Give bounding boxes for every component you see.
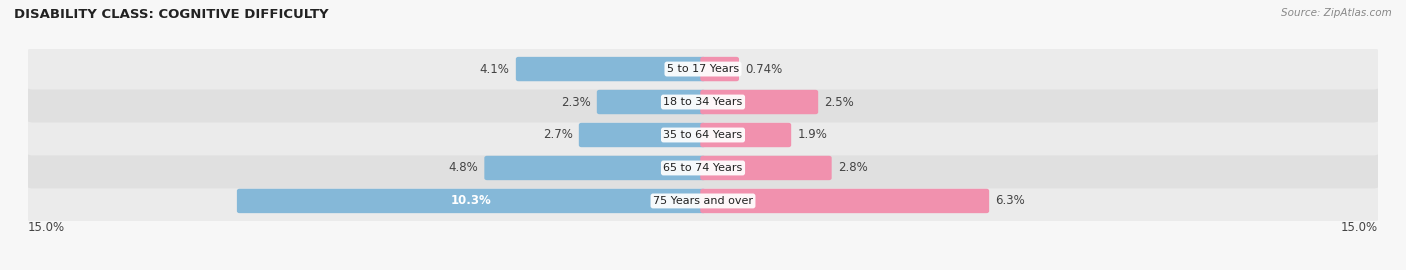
FancyBboxPatch shape: [700, 189, 990, 213]
Text: 15.0%: 15.0%: [28, 221, 65, 234]
Text: 5 to 17 Years: 5 to 17 Years: [666, 64, 740, 74]
FancyBboxPatch shape: [25, 181, 1381, 221]
Text: 2.5%: 2.5%: [824, 96, 855, 109]
Text: 1.9%: 1.9%: [797, 129, 827, 141]
Text: 15.0%: 15.0%: [1341, 221, 1378, 234]
Text: 4.1%: 4.1%: [479, 63, 509, 76]
FancyBboxPatch shape: [516, 57, 706, 81]
FancyBboxPatch shape: [236, 189, 706, 213]
Text: 2.3%: 2.3%: [561, 96, 591, 109]
Text: 2.7%: 2.7%: [543, 129, 572, 141]
Text: 0.74%: 0.74%: [745, 63, 783, 76]
FancyBboxPatch shape: [596, 90, 706, 114]
Text: 35 to 64 Years: 35 to 64 Years: [664, 130, 742, 140]
Text: 4.8%: 4.8%: [449, 161, 478, 174]
FancyBboxPatch shape: [700, 57, 740, 81]
Text: 2.8%: 2.8%: [838, 161, 868, 174]
FancyBboxPatch shape: [700, 90, 818, 114]
Text: 18 to 34 Years: 18 to 34 Years: [664, 97, 742, 107]
FancyBboxPatch shape: [579, 123, 706, 147]
FancyBboxPatch shape: [700, 123, 792, 147]
FancyBboxPatch shape: [25, 147, 1381, 188]
Text: DISABILITY CLASS: COGNITIVE DIFFICULTY: DISABILITY CLASS: COGNITIVE DIFFICULTY: [14, 8, 329, 21]
FancyBboxPatch shape: [484, 156, 706, 180]
Text: 75 Years and over: 75 Years and over: [652, 196, 754, 206]
Text: 10.3%: 10.3%: [451, 194, 492, 207]
FancyBboxPatch shape: [700, 156, 832, 180]
Legend: Male, Female: Male, Female: [634, 266, 772, 270]
Text: Source: ZipAtlas.com: Source: ZipAtlas.com: [1281, 8, 1392, 18]
Text: 6.3%: 6.3%: [995, 194, 1025, 207]
FancyBboxPatch shape: [25, 49, 1381, 89]
FancyBboxPatch shape: [25, 82, 1381, 123]
FancyBboxPatch shape: [25, 114, 1381, 156]
Text: 65 to 74 Years: 65 to 74 Years: [664, 163, 742, 173]
